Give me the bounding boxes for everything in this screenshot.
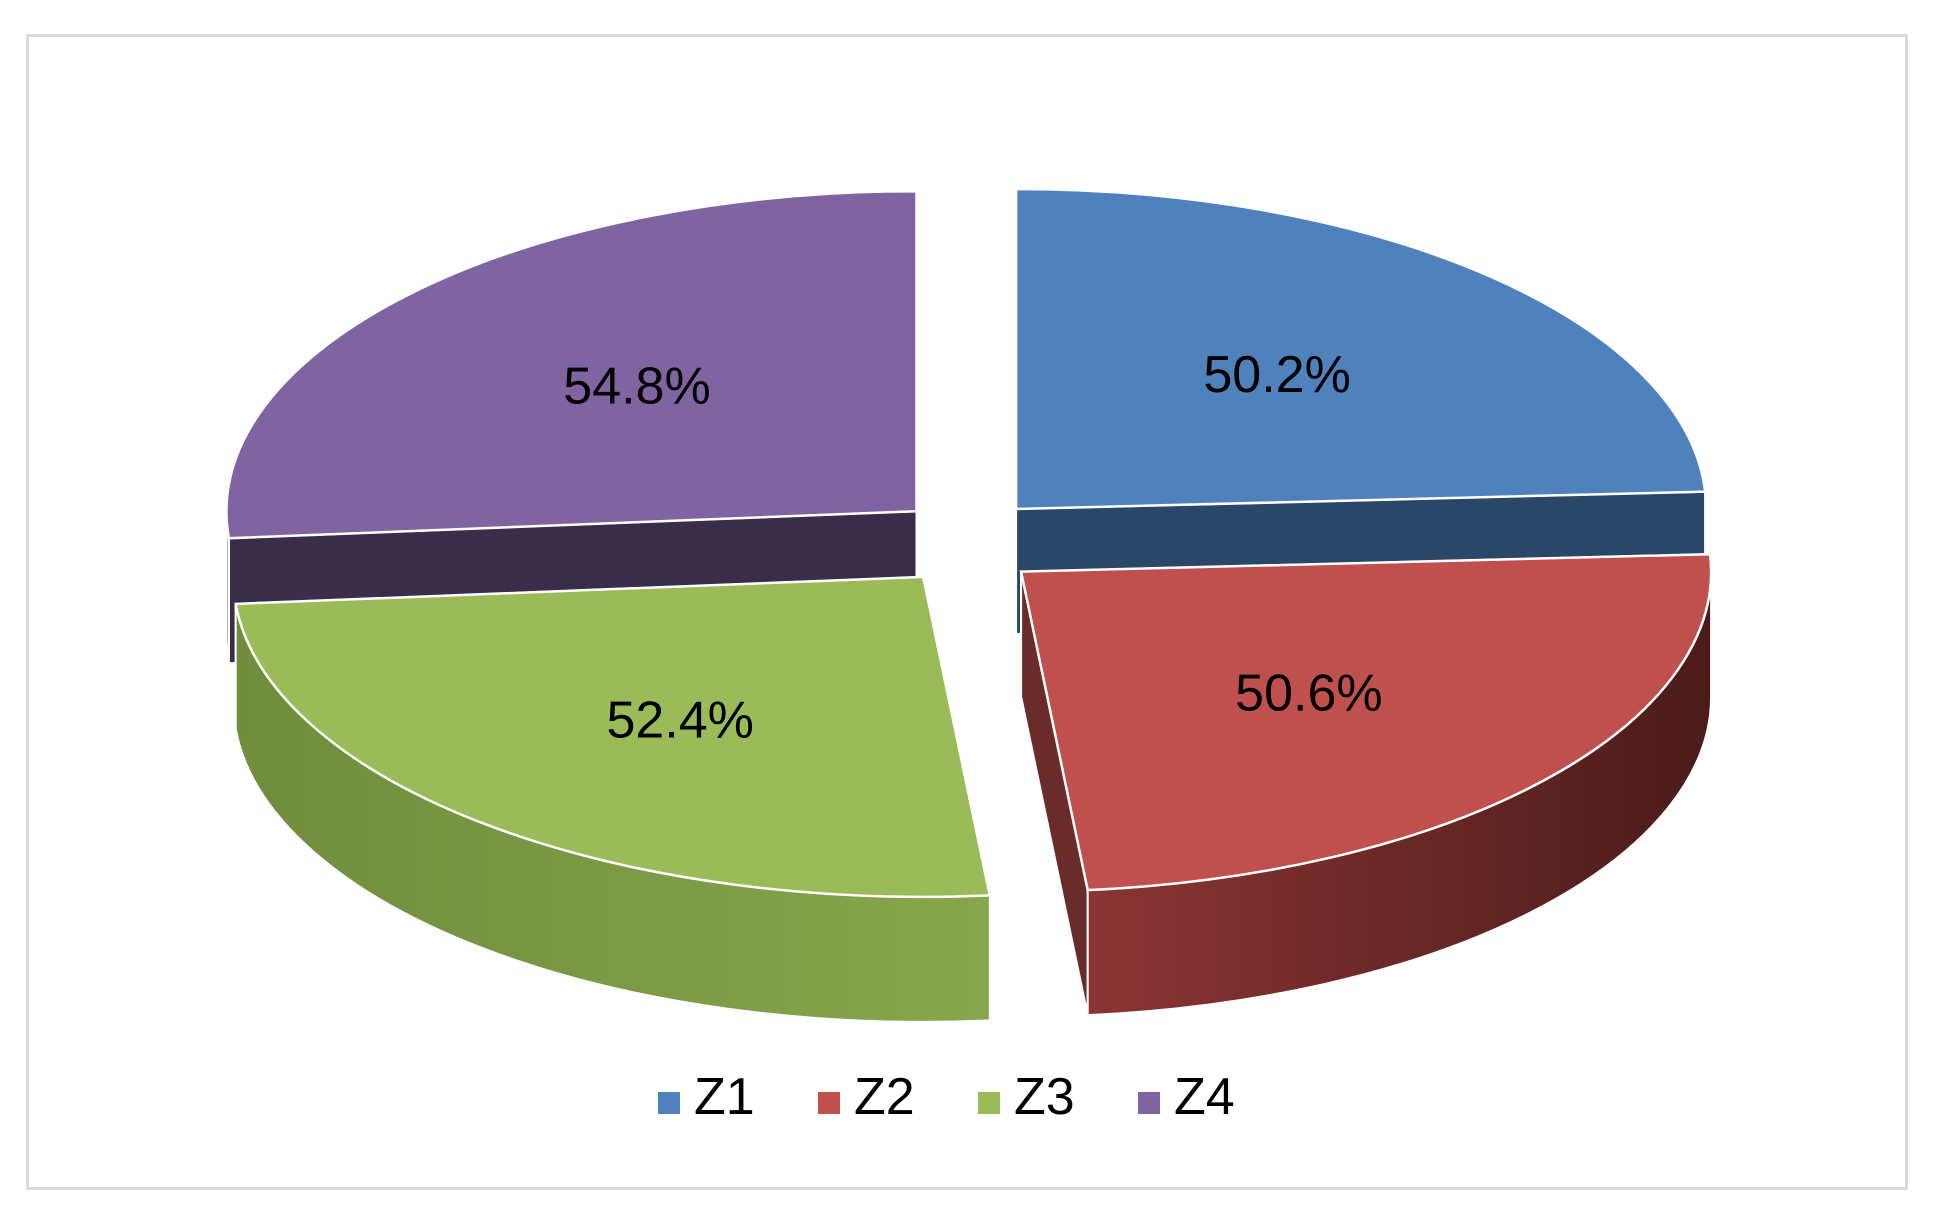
pie-slice-z2 [1019, 552, 1713, 1017]
legend: Z1 Z2 Z3 Z4 [658, 1068, 1235, 1126]
pie-slice-z3 [234, 575, 992, 1023]
legend-label-z4: Z4 [1174, 1068, 1235, 1126]
data-label-z1: 50.2% [1203, 346, 1350, 404]
legend-swatch-z1 [658, 1092, 680, 1114]
slice-top-face [1019, 552, 1713, 892]
data-label-z2: 50.6% [1235, 665, 1382, 723]
legend-swatch-z3 [978, 1092, 1000, 1114]
slice-top-face [1014, 187, 1707, 511]
slice-top-face [225, 189, 918, 540]
data-label-z3: 52.4% [606, 692, 753, 750]
pie-slices [225, 187, 1713, 1023]
data-label-z4: 54.8% [563, 358, 710, 416]
slice-labels: 50.2% 50.6% 52.4% 54.8% [563, 346, 1382, 749]
legend-swatch-z4 [1138, 1092, 1160, 1114]
legend-swatch-z2 [818, 1092, 840, 1114]
legend-label-z2: Z2 [854, 1068, 915, 1126]
legend-label-z3: Z3 [1014, 1068, 1075, 1126]
slice-top-face [234, 575, 992, 899]
legend-label-z1: Z1 [694, 1068, 755, 1126]
